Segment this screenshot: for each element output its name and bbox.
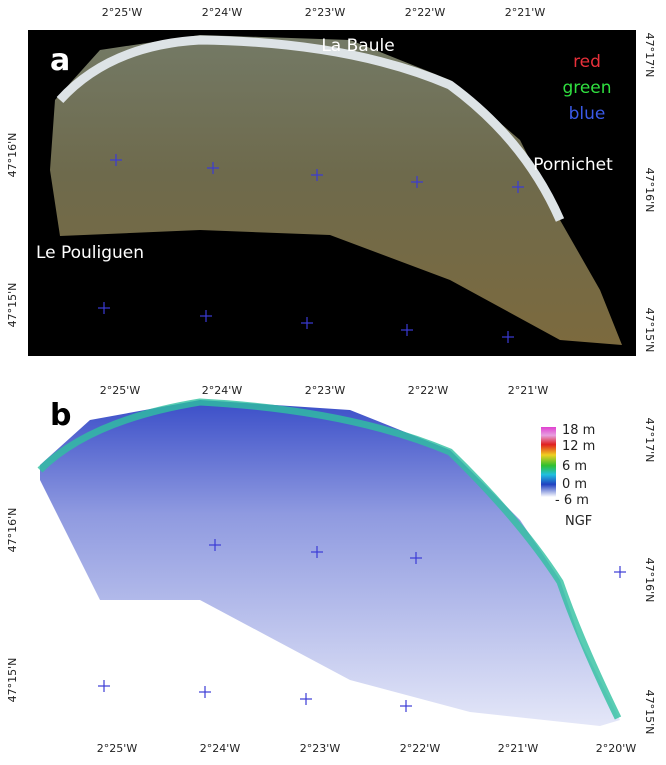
lat-label: 47°16'N <box>6 508 19 553</box>
lat-label: 47°16'N <box>643 168 656 213</box>
lon-label: 2°21'W <box>498 742 539 755</box>
lat-label: 47°17'N <box>643 418 656 463</box>
lon-label: 2°23'W <box>300 742 341 755</box>
band-label: blue <box>569 104 606 124</box>
colorbar-label: - 6 m <box>555 493 589 508</box>
lat-label: 47°15'N <box>643 690 656 735</box>
colorbar-label: 0 m <box>562 477 587 492</box>
lon-label: 2°22'W <box>405 6 446 19</box>
place-name: Le Pouliguen <box>36 243 144 263</box>
lon-label: 2°24'W <box>202 384 243 397</box>
beach <box>56 35 565 222</box>
panel-label: b <box>50 398 71 433</box>
place-name: La Baule <box>321 36 394 56</box>
lon-label: 2°20'W <box>596 742 637 755</box>
lon-label: 2°25'W <box>97 742 138 755</box>
place-name: Pornichet <box>533 155 613 175</box>
datum-label: NGF <box>565 514 592 529</box>
lon-label: 2°21'W <box>508 384 549 397</box>
lon-label: 2°24'W <box>202 6 243 19</box>
lat-label: 47°15'N <box>6 658 19 703</box>
lon-label: 2°25'W <box>102 6 143 19</box>
lat-label: 47°17'N <box>643 33 656 78</box>
colorbar-label: 6 m <box>562 459 587 474</box>
colorbar-label: 18 m <box>562 423 595 438</box>
colorbar <box>541 427 556 497</box>
graticule-crosses <box>98 154 626 712</box>
lon-label: 2°22'W <box>400 742 441 755</box>
upper-beach <box>37 398 622 720</box>
lat-label: 47°16'N <box>6 133 19 178</box>
lat-label: 47°16'N <box>643 558 656 603</box>
lat-label: 47°15'N <box>6 283 19 328</box>
band-label: red <box>573 52 601 72</box>
lon-label: 2°22'W <box>408 384 449 397</box>
lat-label: 47°15'N <box>643 308 656 353</box>
band-label: green <box>562 78 611 98</box>
colorbar-label: 12 m <box>562 439 595 454</box>
lon-label: 2°24'W <box>200 742 241 755</box>
lon-label: 2°25'W <box>100 384 141 397</box>
lon-label: 2°23'W <box>305 384 346 397</box>
elevation-map <box>40 400 620 726</box>
lon-label: 2°23'W <box>305 6 346 19</box>
panel-label: a <box>50 43 70 78</box>
lon-label: 2°21'W <box>505 6 546 19</box>
